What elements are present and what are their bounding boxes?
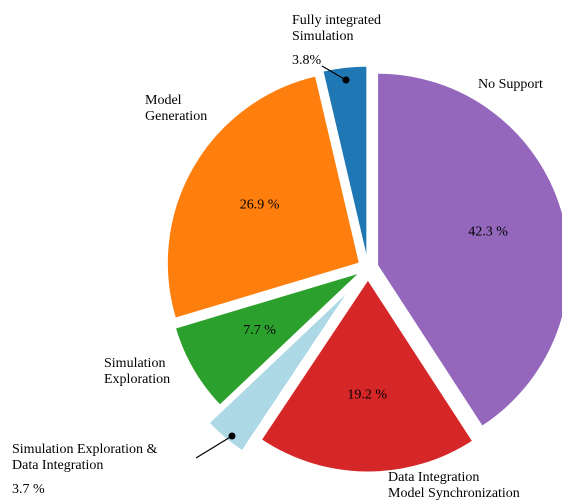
arrow-head xyxy=(342,76,350,84)
slice-label: Generation xyxy=(145,109,207,124)
arrow-head xyxy=(228,432,236,440)
slice-label: No Support xyxy=(478,77,543,92)
annotation-arrow xyxy=(195,435,233,459)
value-label: 7.7 % xyxy=(243,323,276,338)
slice-label: Fully integrated xyxy=(292,13,381,28)
value-label: 42.3 % xyxy=(468,225,508,240)
slice-label: Data Integration xyxy=(12,458,103,473)
slice-label: Model xyxy=(145,93,182,108)
slice-label: Model Synchronization xyxy=(388,486,520,500)
slice-label: Exploration xyxy=(104,372,170,387)
pie-slice xyxy=(322,65,368,259)
slice-label: Simulation xyxy=(104,356,165,371)
pie-slice xyxy=(166,75,360,319)
slice-label: Data Integration xyxy=(388,470,479,485)
value-label: 3.8% xyxy=(292,53,322,68)
slice-label: Simulation Exploration & xyxy=(12,442,158,457)
pie-slice xyxy=(260,279,474,473)
value-label: 26.9 % xyxy=(240,198,280,213)
pie-slice xyxy=(174,272,360,406)
slice-label: Simulation xyxy=(292,29,353,44)
value-label: 19.2 % xyxy=(347,387,387,402)
annotation-arrow xyxy=(321,65,347,81)
value-label: 3.7 % xyxy=(12,482,45,497)
pie-slice xyxy=(208,290,350,452)
